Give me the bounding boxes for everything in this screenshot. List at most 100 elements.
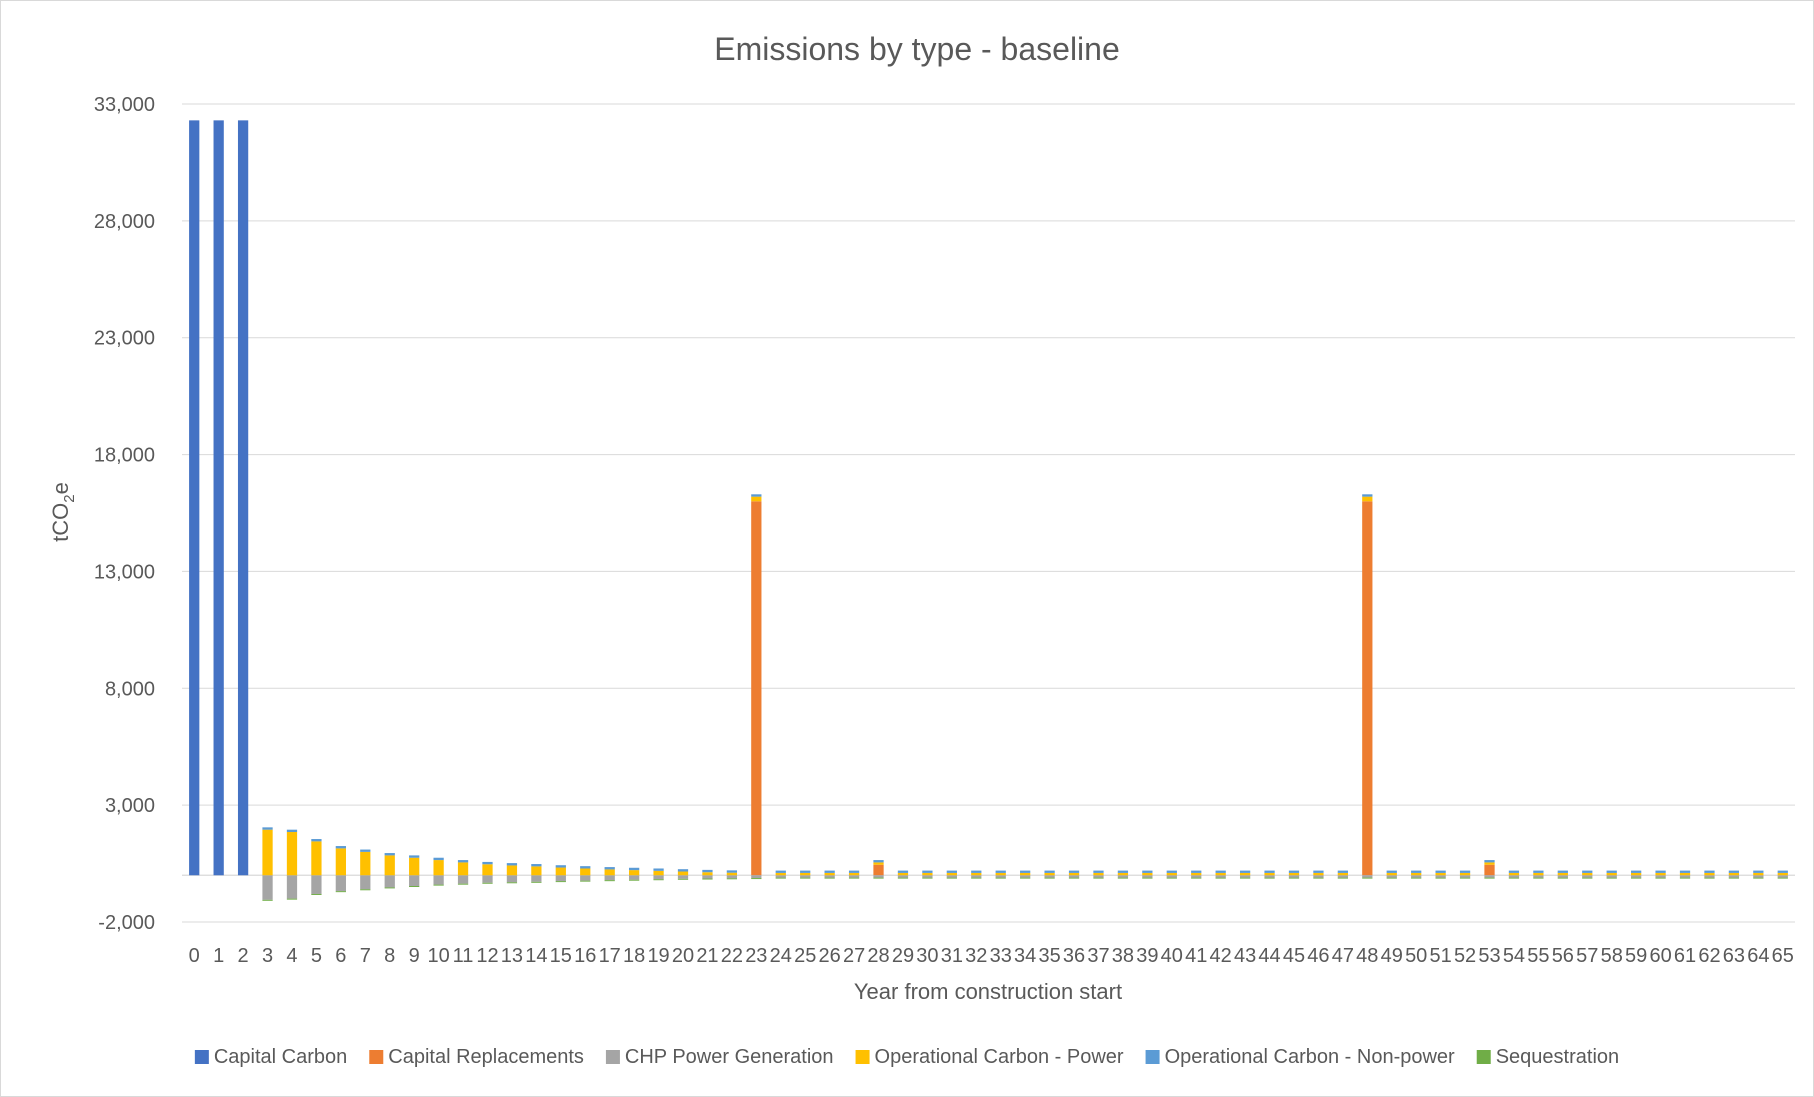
y-axis-label-main: tCO (48, 503, 73, 542)
bar-segment (873, 865, 883, 876)
x-tick-label: 17 (599, 945, 621, 967)
bar-segment (1044, 873, 1054, 875)
x-tick-label: 37 (1087, 945, 1109, 967)
bar-segment (458, 860, 468, 862)
bar-segment (556, 881, 566, 882)
bar-segment (678, 869, 688, 871)
bar-segment (556, 865, 566, 867)
x-tick-label: 57 (1576, 945, 1598, 967)
x-tick-label: 40 (1161, 945, 1183, 967)
bar-segment (996, 873, 1006, 875)
x-tick-label: 52 (1454, 945, 1476, 967)
x-tick-label: 14 (525, 945, 547, 967)
bar-segment (898, 875, 908, 877)
bar-segment (873, 878, 883, 879)
bar-segment (360, 875, 370, 889)
bar-segment (825, 871, 835, 873)
bar-segment (1533, 875, 1543, 877)
bar-segment (1362, 497, 1372, 502)
bar-segment (262, 830, 272, 876)
bar-segment (702, 879, 712, 880)
bar-segment (1509, 873, 1519, 875)
y-tick-label: 28,000 (94, 211, 155, 233)
bar-segment (1753, 871, 1763, 873)
bar-segment (629, 868, 639, 870)
bar-segment (849, 873, 859, 875)
bar-segment (825, 875, 835, 877)
bar-segment (1020, 873, 1030, 875)
bar-segment (1631, 878, 1641, 879)
bar-segment (702, 872, 712, 875)
bar-segment (482, 883, 492, 884)
bar-segment (1533, 871, 1543, 873)
x-tick-label: 64 (1747, 945, 1769, 967)
x-tick-label: 19 (647, 945, 669, 967)
bar-segment (262, 900, 272, 901)
bar-segment (1631, 875, 1641, 877)
bar-segment (336, 891, 346, 892)
bar-segment (605, 869, 615, 875)
bar-segment (385, 855, 395, 875)
bar-segment (629, 880, 639, 881)
y-tick-label: 8,000 (105, 678, 155, 700)
bar-segment (1680, 873, 1690, 875)
bar-segment (433, 860, 443, 875)
bar-segment (1460, 875, 1470, 877)
bar-segment (1435, 878, 1445, 879)
x-tick-label: 27 (843, 945, 865, 967)
bar-segment (1362, 878, 1372, 879)
x-tick-label: 26 (819, 945, 841, 967)
bar-segment (1484, 865, 1494, 876)
bar-segment (1167, 875, 1177, 877)
x-tick-label: 8 (384, 945, 395, 967)
x-tick-label: 28 (867, 945, 889, 967)
bar-segment (1704, 875, 1714, 877)
bar-segment (580, 875, 590, 880)
bars (189, 120, 1788, 900)
chart-title: Emissions by type - baseline (714, 31, 1120, 67)
bar-segment (1533, 873, 1543, 875)
bar-segment (238, 120, 248, 875)
bar-segment (336, 875, 346, 891)
bar-segment (507, 863, 517, 865)
bar-segment (1509, 875, 1519, 877)
x-tick-label: 38 (1112, 945, 1134, 967)
bar-segment (1655, 875, 1665, 877)
bar-segment (1607, 871, 1617, 873)
x-tick-label: 48 (1356, 945, 1378, 967)
x-tick-label: 29 (892, 945, 914, 967)
x-tick-label: 61 (1674, 945, 1696, 967)
legend-item: Sequestration (1477, 1046, 1619, 1068)
x-tick-label: 25 (794, 945, 816, 967)
bar-segment (1240, 878, 1250, 879)
y-axis-label: tCO2e (48, 482, 78, 542)
bar-segment (1362, 494, 1372, 496)
bar-segment (1191, 871, 1201, 873)
bar-segment (922, 871, 932, 873)
x-tick-label: 36 (1063, 945, 1085, 967)
bar-segment (507, 865, 517, 875)
bar-segment (996, 871, 1006, 873)
bar-segment (409, 886, 419, 887)
bar-segment (214, 120, 224, 875)
bar-segment (947, 873, 957, 875)
bar-segment (1704, 873, 1714, 875)
bar-segment (825, 873, 835, 875)
x-tick-label: 18 (623, 945, 645, 967)
bar-segment (1020, 878, 1030, 879)
x-tick-label: 20 (672, 945, 694, 967)
bar-segment (800, 871, 810, 873)
x-tick-label: 58 (1601, 945, 1623, 967)
bar-segment (776, 871, 786, 873)
bar-segment (1118, 871, 1128, 873)
bar-segment (1191, 873, 1201, 875)
legend-label: Sequestration (1496, 1046, 1619, 1068)
bar-segment (1558, 878, 1568, 879)
bar-segment (678, 879, 688, 880)
bar-segment (1558, 875, 1568, 877)
bar-segment (458, 884, 468, 885)
bar-segment (1778, 873, 1788, 875)
bar-segment (1142, 873, 1152, 875)
bar-segment (873, 875, 883, 877)
legend-item: Operational Carbon - Non-power (1146, 1046, 1455, 1068)
